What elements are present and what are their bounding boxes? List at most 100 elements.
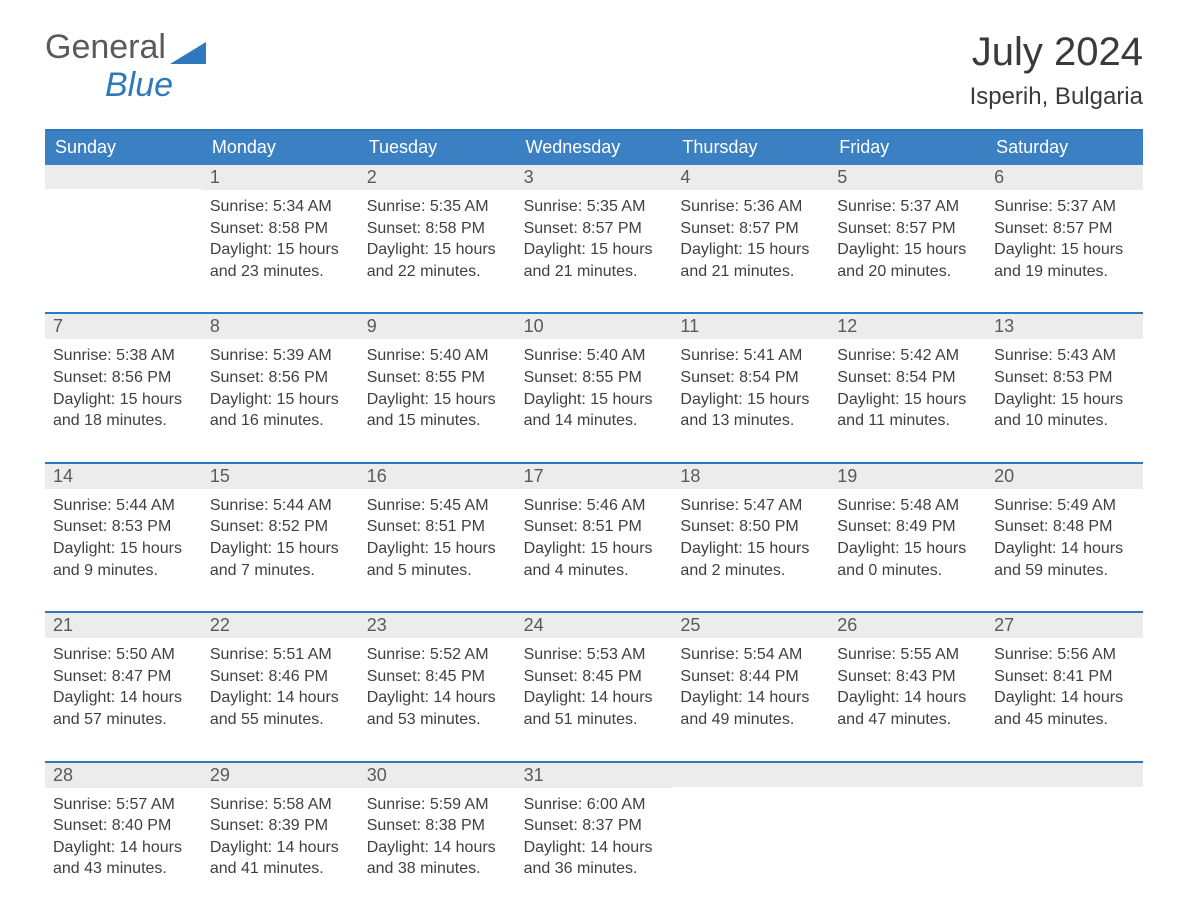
sunset-line: Sunset: 8:58 PM — [210, 218, 351, 240]
day-body: Sunrise: 5:59 AMSunset: 8:38 PMDaylight:… — [359, 788, 516, 880]
day-cell: 29Sunrise: 5:58 AMSunset: 8:39 PMDayligh… — [202, 763, 359, 884]
sunrise-line: Sunrise: 5:41 AM — [680, 345, 821, 367]
day-number: 25 — [672, 613, 829, 638]
sunrise-line: Sunrise: 5:44 AM — [53, 495, 194, 517]
day-number: 7 — [45, 314, 202, 339]
calendar: Sunday Monday Tuesday Wednesday Thursday… — [45, 129, 1143, 884]
day-cell: 12Sunrise: 5:42 AMSunset: 8:54 PMDayligh… — [829, 314, 986, 435]
sunrise-line: Sunrise: 5:54 AM — [680, 644, 821, 666]
day-cell: 17Sunrise: 5:46 AMSunset: 8:51 PMDayligh… — [516, 464, 673, 585]
day-body: Sunrise: 5:44 AMSunset: 8:53 PMDaylight:… — [45, 489, 202, 581]
title-block: July 2024 Isperih, Bulgaria — [970, 30, 1143, 111]
sunset-line: Sunset: 8:41 PM — [994, 666, 1135, 688]
day-cell: 21Sunrise: 5:50 AMSunset: 8:47 PMDayligh… — [45, 613, 202, 734]
day-cell: 7Sunrise: 5:38 AMSunset: 8:56 PMDaylight… — [45, 314, 202, 435]
sunset-line: Sunset: 8:53 PM — [994, 367, 1135, 389]
sunrise-line: Sunrise: 5:44 AM — [210, 495, 351, 517]
daylight-line: Daylight: 15 hours and 7 minutes. — [210, 538, 351, 581]
day-body: Sunrise: 5:56 AMSunset: 8:41 PMDaylight:… — [986, 638, 1143, 730]
day-number — [672, 763, 829, 787]
sunrise-line: Sunrise: 5:37 AM — [837, 196, 978, 218]
day-cell: 14Sunrise: 5:44 AMSunset: 8:53 PMDayligh… — [45, 464, 202, 585]
sunrise-line: Sunrise: 5:35 AM — [524, 196, 665, 218]
day-cell: 13Sunrise: 5:43 AMSunset: 8:53 PMDayligh… — [986, 314, 1143, 435]
sunrise-line: Sunrise: 5:42 AM — [837, 345, 978, 367]
daylight-line: Daylight: 14 hours and 51 minutes. — [524, 687, 665, 730]
dow-thursday: Thursday — [672, 131, 829, 165]
sunset-line: Sunset: 8:46 PM — [210, 666, 351, 688]
day-cell: 30Sunrise: 5:59 AMSunset: 8:38 PMDayligh… — [359, 763, 516, 884]
day-body: Sunrise: 5:54 AMSunset: 8:44 PMDaylight:… — [672, 638, 829, 730]
day-number: 20 — [986, 464, 1143, 489]
day-body: Sunrise: 5:42 AMSunset: 8:54 PMDaylight:… — [829, 339, 986, 431]
sunset-line: Sunset: 8:52 PM — [210, 516, 351, 538]
day-body: Sunrise: 5:51 AMSunset: 8:46 PMDaylight:… — [202, 638, 359, 730]
daylight-line: Daylight: 14 hours and 38 minutes. — [367, 837, 508, 880]
day-cell: 2Sunrise: 5:35 AMSunset: 8:58 PMDaylight… — [359, 165, 516, 286]
sunrise-line: Sunrise: 5:34 AM — [210, 196, 351, 218]
day-body: Sunrise: 5:35 AMSunset: 8:57 PMDaylight:… — [516, 190, 673, 282]
day-number: 23 — [359, 613, 516, 638]
daylight-line: Daylight: 14 hours and 55 minutes. — [210, 687, 351, 730]
day-number: 11 — [672, 314, 829, 339]
logo-word-2: Blue — [105, 66, 206, 105]
day-number: 14 — [45, 464, 202, 489]
day-cell: 11Sunrise: 5:41 AMSunset: 8:54 PMDayligh… — [672, 314, 829, 435]
location: Isperih, Bulgaria — [970, 83, 1143, 111]
sunrise-line: Sunrise: 5:43 AM — [994, 345, 1135, 367]
sunrise-line: Sunrise: 5:52 AM — [367, 644, 508, 666]
sunset-line: Sunset: 8:48 PM — [994, 516, 1135, 538]
sunrise-line: Sunrise: 5:53 AM — [524, 644, 665, 666]
day-number: 16 — [359, 464, 516, 489]
day-number: 28 — [45, 763, 202, 788]
sunset-line: Sunset: 8:53 PM — [53, 516, 194, 538]
daylight-line: Daylight: 14 hours and 47 minutes. — [837, 687, 978, 730]
day-body: Sunrise: 5:38 AMSunset: 8:56 PMDaylight:… — [45, 339, 202, 431]
page: General Blue July 2024 Isperih, Bulgaria… — [0, 0, 1188, 924]
day-cell: 4Sunrise: 5:36 AMSunset: 8:57 PMDaylight… — [672, 165, 829, 286]
sunrise-line: Sunrise: 5:47 AM — [680, 495, 821, 517]
sunrise-line: Sunrise: 5:45 AM — [367, 495, 508, 517]
day-body: Sunrise: 6:00 AMSunset: 8:37 PMDaylight:… — [516, 788, 673, 880]
day-number: 26 — [829, 613, 986, 638]
sunset-line: Sunset: 8:50 PM — [680, 516, 821, 538]
day-cell: 23Sunrise: 5:52 AMSunset: 8:45 PMDayligh… — [359, 613, 516, 734]
sunrise-line: Sunrise: 5:58 AM — [210, 794, 351, 816]
day-cell — [829, 763, 986, 884]
day-number: 1 — [202, 165, 359, 190]
day-body: Sunrise: 5:53 AMSunset: 8:45 PMDaylight:… — [516, 638, 673, 730]
day-number — [829, 763, 986, 787]
dow-friday: Friday — [829, 131, 986, 165]
day-cell: 19Sunrise: 5:48 AMSunset: 8:49 PMDayligh… — [829, 464, 986, 585]
day-cell: 15Sunrise: 5:44 AMSunset: 8:52 PMDayligh… — [202, 464, 359, 585]
dow-row: Sunday Monday Tuesday Wednesday Thursday… — [45, 131, 1143, 165]
sunset-line: Sunset: 8:58 PM — [367, 218, 508, 240]
header: General Blue July 2024 Isperih, Bulgaria — [45, 30, 1143, 111]
day-cell: 27Sunrise: 5:56 AMSunset: 8:41 PMDayligh… — [986, 613, 1143, 734]
sunset-line: Sunset: 8:57 PM — [680, 218, 821, 240]
week-row: 21Sunrise: 5:50 AMSunset: 8:47 PMDayligh… — [45, 611, 1143, 734]
sunrise-line: Sunrise: 5:59 AM — [367, 794, 508, 816]
daylight-line: Daylight: 15 hours and 20 minutes. — [837, 239, 978, 282]
day-cell: 9Sunrise: 5:40 AMSunset: 8:55 PMDaylight… — [359, 314, 516, 435]
sunset-line: Sunset: 8:39 PM — [210, 815, 351, 837]
day-body: Sunrise: 5:52 AMSunset: 8:45 PMDaylight:… — [359, 638, 516, 730]
sunrise-line: Sunrise: 5:55 AM — [837, 644, 978, 666]
day-body: Sunrise: 5:37 AMSunset: 8:57 PMDaylight:… — [829, 190, 986, 282]
dow-monday: Monday — [202, 131, 359, 165]
sunset-line: Sunset: 8:57 PM — [524, 218, 665, 240]
sunset-line: Sunset: 8:44 PM — [680, 666, 821, 688]
sunset-line: Sunset: 8:51 PM — [524, 516, 665, 538]
week-row: 1Sunrise: 5:34 AMSunset: 8:58 PMDaylight… — [45, 165, 1143, 286]
sunrise-line: Sunrise: 5:35 AM — [367, 196, 508, 218]
day-cell — [672, 763, 829, 884]
day-body: Sunrise: 5:39 AMSunset: 8:56 PMDaylight:… — [202, 339, 359, 431]
day-number: 2 — [359, 165, 516, 190]
dow-tuesday: Tuesday — [359, 131, 516, 165]
day-body: Sunrise: 5:48 AMSunset: 8:49 PMDaylight:… — [829, 489, 986, 581]
sunrise-line: Sunrise: 5:49 AM — [994, 495, 1135, 517]
sunset-line: Sunset: 8:56 PM — [210, 367, 351, 389]
day-cell: 8Sunrise: 5:39 AMSunset: 8:56 PMDaylight… — [202, 314, 359, 435]
sunrise-line: Sunrise: 5:46 AM — [524, 495, 665, 517]
day-body: Sunrise: 5:55 AMSunset: 8:43 PMDaylight:… — [829, 638, 986, 730]
